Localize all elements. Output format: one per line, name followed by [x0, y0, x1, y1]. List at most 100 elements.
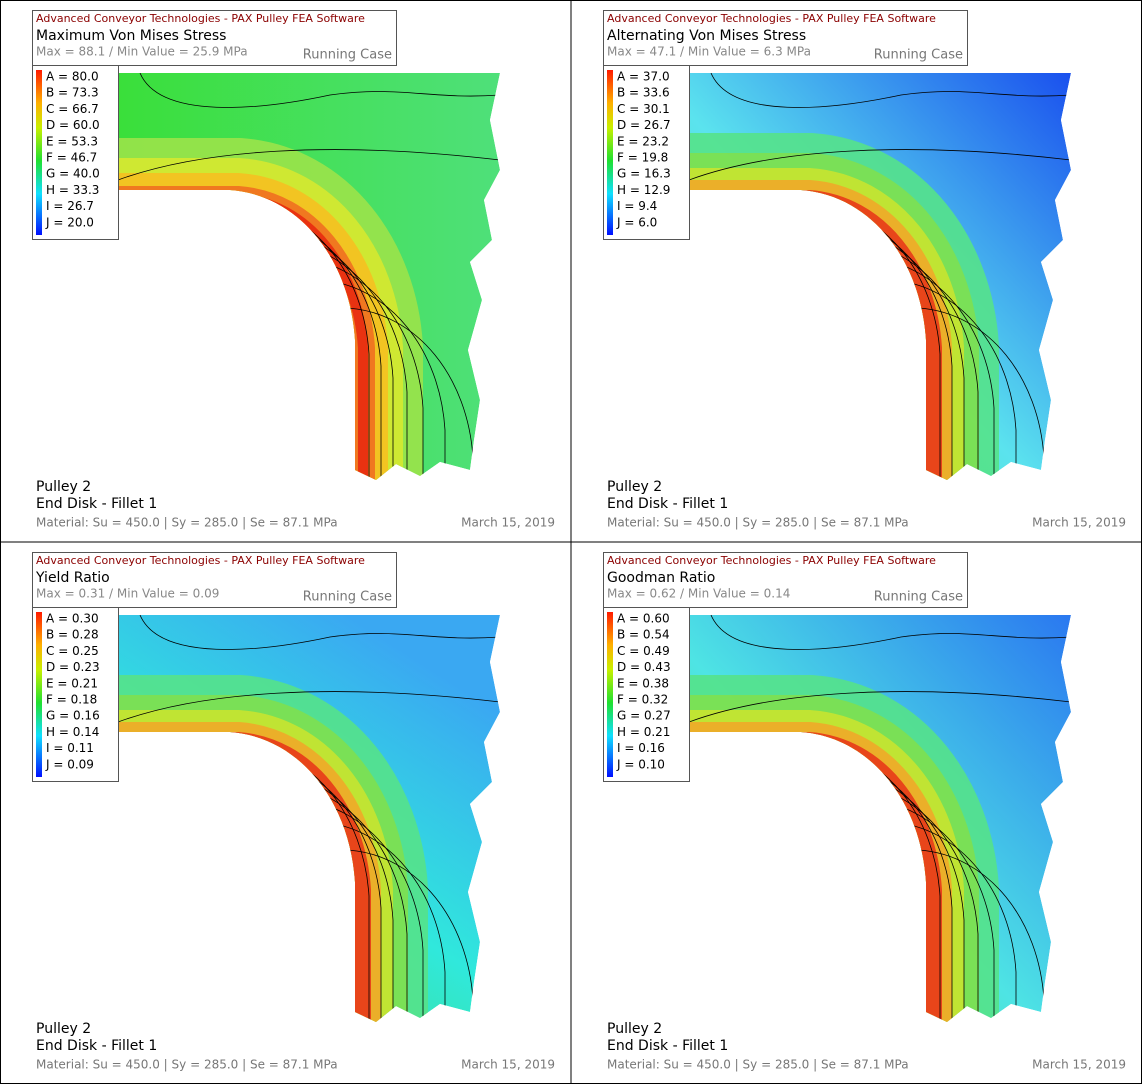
material-info: Material: Su = 450.0 | Sy = 285.0 | Se =… — [607, 516, 909, 530]
legend-entry: F = 46.7 — [46, 151, 97, 165]
legend-color-bar — [607, 70, 613, 235]
contour-line — [118, 149, 500, 181]
result-range: Max = 88.1 / Min Value = 25.9 MPa — [36, 45, 248, 59]
component-name: End Disk - Fillet 1 — [36, 496, 157, 512]
pulley-name: Pulley 2 — [36, 1021, 91, 1037]
report-date: March 15, 2019 — [1032, 1058, 1126, 1072]
legend-entry: A = 80.0 — [46, 70, 99, 84]
legend-entry: C = 30.1 — [617, 102, 670, 116]
legend-entry: C = 66.7 — [46, 102, 99, 116]
result-range: Max = 0.31 / Min Value = 0.09 — [36, 587, 219, 601]
legend-entry: D = 26.7 — [617, 118, 671, 132]
pulley-name: Pulley 2 — [607, 479, 662, 495]
result-title: Maximum Von Mises Stress — [36, 28, 226, 44]
legend-entry: C = 0.49 — [617, 644, 670, 658]
contour-line — [799, 307, 1045, 480]
load-case: Running Case — [303, 48, 392, 63]
contour-line — [689, 691, 1071, 723]
contour-line — [228, 849, 474, 1022]
pulley-name: Pulley 2 — [36, 479, 91, 495]
legend-entry: G = 0.16 — [46, 709, 100, 723]
legend-entry: J = 0.10 — [616, 757, 665, 771]
legend-entry: F = 0.18 — [46, 693, 97, 707]
material-info: Material: Su = 450.0 | Sy = 285.0 | Se =… — [607, 1058, 909, 1072]
legend-entry: A = 0.30 — [46, 612, 99, 626]
report-date: March 15, 2019 — [461, 1058, 555, 1072]
result-title: Yield Ratio — [35, 570, 110, 586]
legend-box — [32, 607, 119, 782]
software-name: Advanced Conveyor Technologies - PAX Pul… — [607, 554, 936, 567]
result-range: Max = 0.62 / Min Value = 0.14 — [607, 587, 790, 601]
stress-band — [118, 732, 371, 1022]
legend-entry: E = 23.2 — [617, 134, 669, 148]
legend-entry: A = 37.0 — [617, 70, 670, 84]
legend-entry: I = 0.16 — [617, 741, 665, 755]
load-case: Running Case — [874, 48, 963, 63]
result-range: Max = 47.1 / Min Value = 6.3 MPa — [607, 45, 811, 59]
legend-entry: I = 9.4 — [617, 199, 657, 213]
legend-color-bar — [36, 70, 42, 235]
contour-line — [710, 73, 1071, 108]
stress-band — [689, 732, 942, 1022]
contour-plot — [118, 615, 500, 1022]
header-box — [603, 552, 968, 608]
legend-entry: B = 33.6 — [617, 86, 670, 100]
contour-line — [139, 615, 500, 650]
legend-entry: B = 0.28 — [46, 628, 99, 642]
plot-region — [118, 73, 500, 480]
component-name: End Disk - Fillet 1 — [36, 1038, 157, 1054]
legend-entry: G = 40.0 — [46, 167, 100, 181]
legend-entry: B = 73.3 — [46, 86, 99, 100]
result-panel: Advanced Conveyor Technologies - PAX Pul… — [32, 552, 555, 1072]
legend-entry: H = 12.9 — [617, 183, 670, 197]
report-date: March 15, 2019 — [461, 516, 555, 530]
contour-line — [799, 849, 1045, 1022]
legend-color-bar — [36, 612, 42, 777]
header-box — [32, 10, 397, 66]
legend-entry: J = 6.0 — [616, 215, 657, 229]
legend-entry: H = 0.21 — [617, 725, 670, 739]
contour-plot — [689, 615, 1071, 1022]
legend-color-bar — [607, 612, 613, 777]
legend-entry: B = 0.54 — [617, 628, 670, 642]
legend-entry: J = 20.0 — [45, 215, 94, 229]
legend-entry: E = 0.21 — [46, 676, 98, 690]
component-name: End Disk - Fillet 1 — [607, 496, 728, 512]
result-panel: Advanced Conveyor Technologies - PAX Pul… — [603, 10, 1126, 530]
software-name: Advanced Conveyor Technologies - PAX Pul… — [607, 12, 936, 25]
legend-entry: F = 19.8 — [617, 151, 668, 165]
material-info: Material: Su = 450.0 | Sy = 285.0 | Se =… — [36, 516, 338, 530]
contour-line — [710, 615, 1071, 650]
contour-line — [118, 691, 500, 723]
result-panel: Advanced Conveyor Technologies - PAX Pul… — [603, 552, 1126, 1072]
legend-entry: A = 0.60 — [617, 612, 670, 626]
legend-entry: C = 0.25 — [46, 644, 99, 658]
legend-entry: E = 53.3 — [46, 134, 98, 148]
load-case: Running Case — [303, 590, 392, 605]
legend-entry: E = 0.38 — [617, 676, 669, 690]
contour-line — [228, 307, 474, 480]
component-name: End Disk - Fillet 1 — [607, 1038, 728, 1054]
software-name: Advanced Conveyor Technologies - PAX Pul… — [36, 554, 365, 567]
legend-entry: I = 26.7 — [46, 199, 94, 213]
legend-entry: D = 0.23 — [46, 660, 100, 674]
legend-box — [603, 65, 690, 240]
contour-line — [689, 149, 1071, 181]
header-box — [603, 10, 968, 66]
report-date: March 15, 2019 — [1032, 516, 1126, 530]
stress-band — [118, 193, 368, 480]
material-info: Material: Su = 450.0 | Sy = 285.0 | Se =… — [36, 1058, 338, 1072]
legend-entry: H = 0.14 — [46, 725, 99, 739]
legend-box — [603, 607, 690, 782]
legend-entry: G = 16.3 — [617, 167, 671, 181]
header-box — [32, 552, 397, 608]
stress-band — [689, 190, 942, 480]
legend-entry: J = 0.09 — [45, 757, 94, 771]
result-title: Goodman Ratio — [607, 570, 715, 586]
legend-entry: F = 0.32 — [617, 693, 668, 707]
load-case: Running Case — [874, 590, 963, 605]
result-panel: Advanced Conveyor Technologies - PAX Pul… — [32, 10, 555, 530]
pulley-name: Pulley 2 — [607, 1021, 662, 1037]
legend-entry: D = 60.0 — [46, 118, 100, 132]
